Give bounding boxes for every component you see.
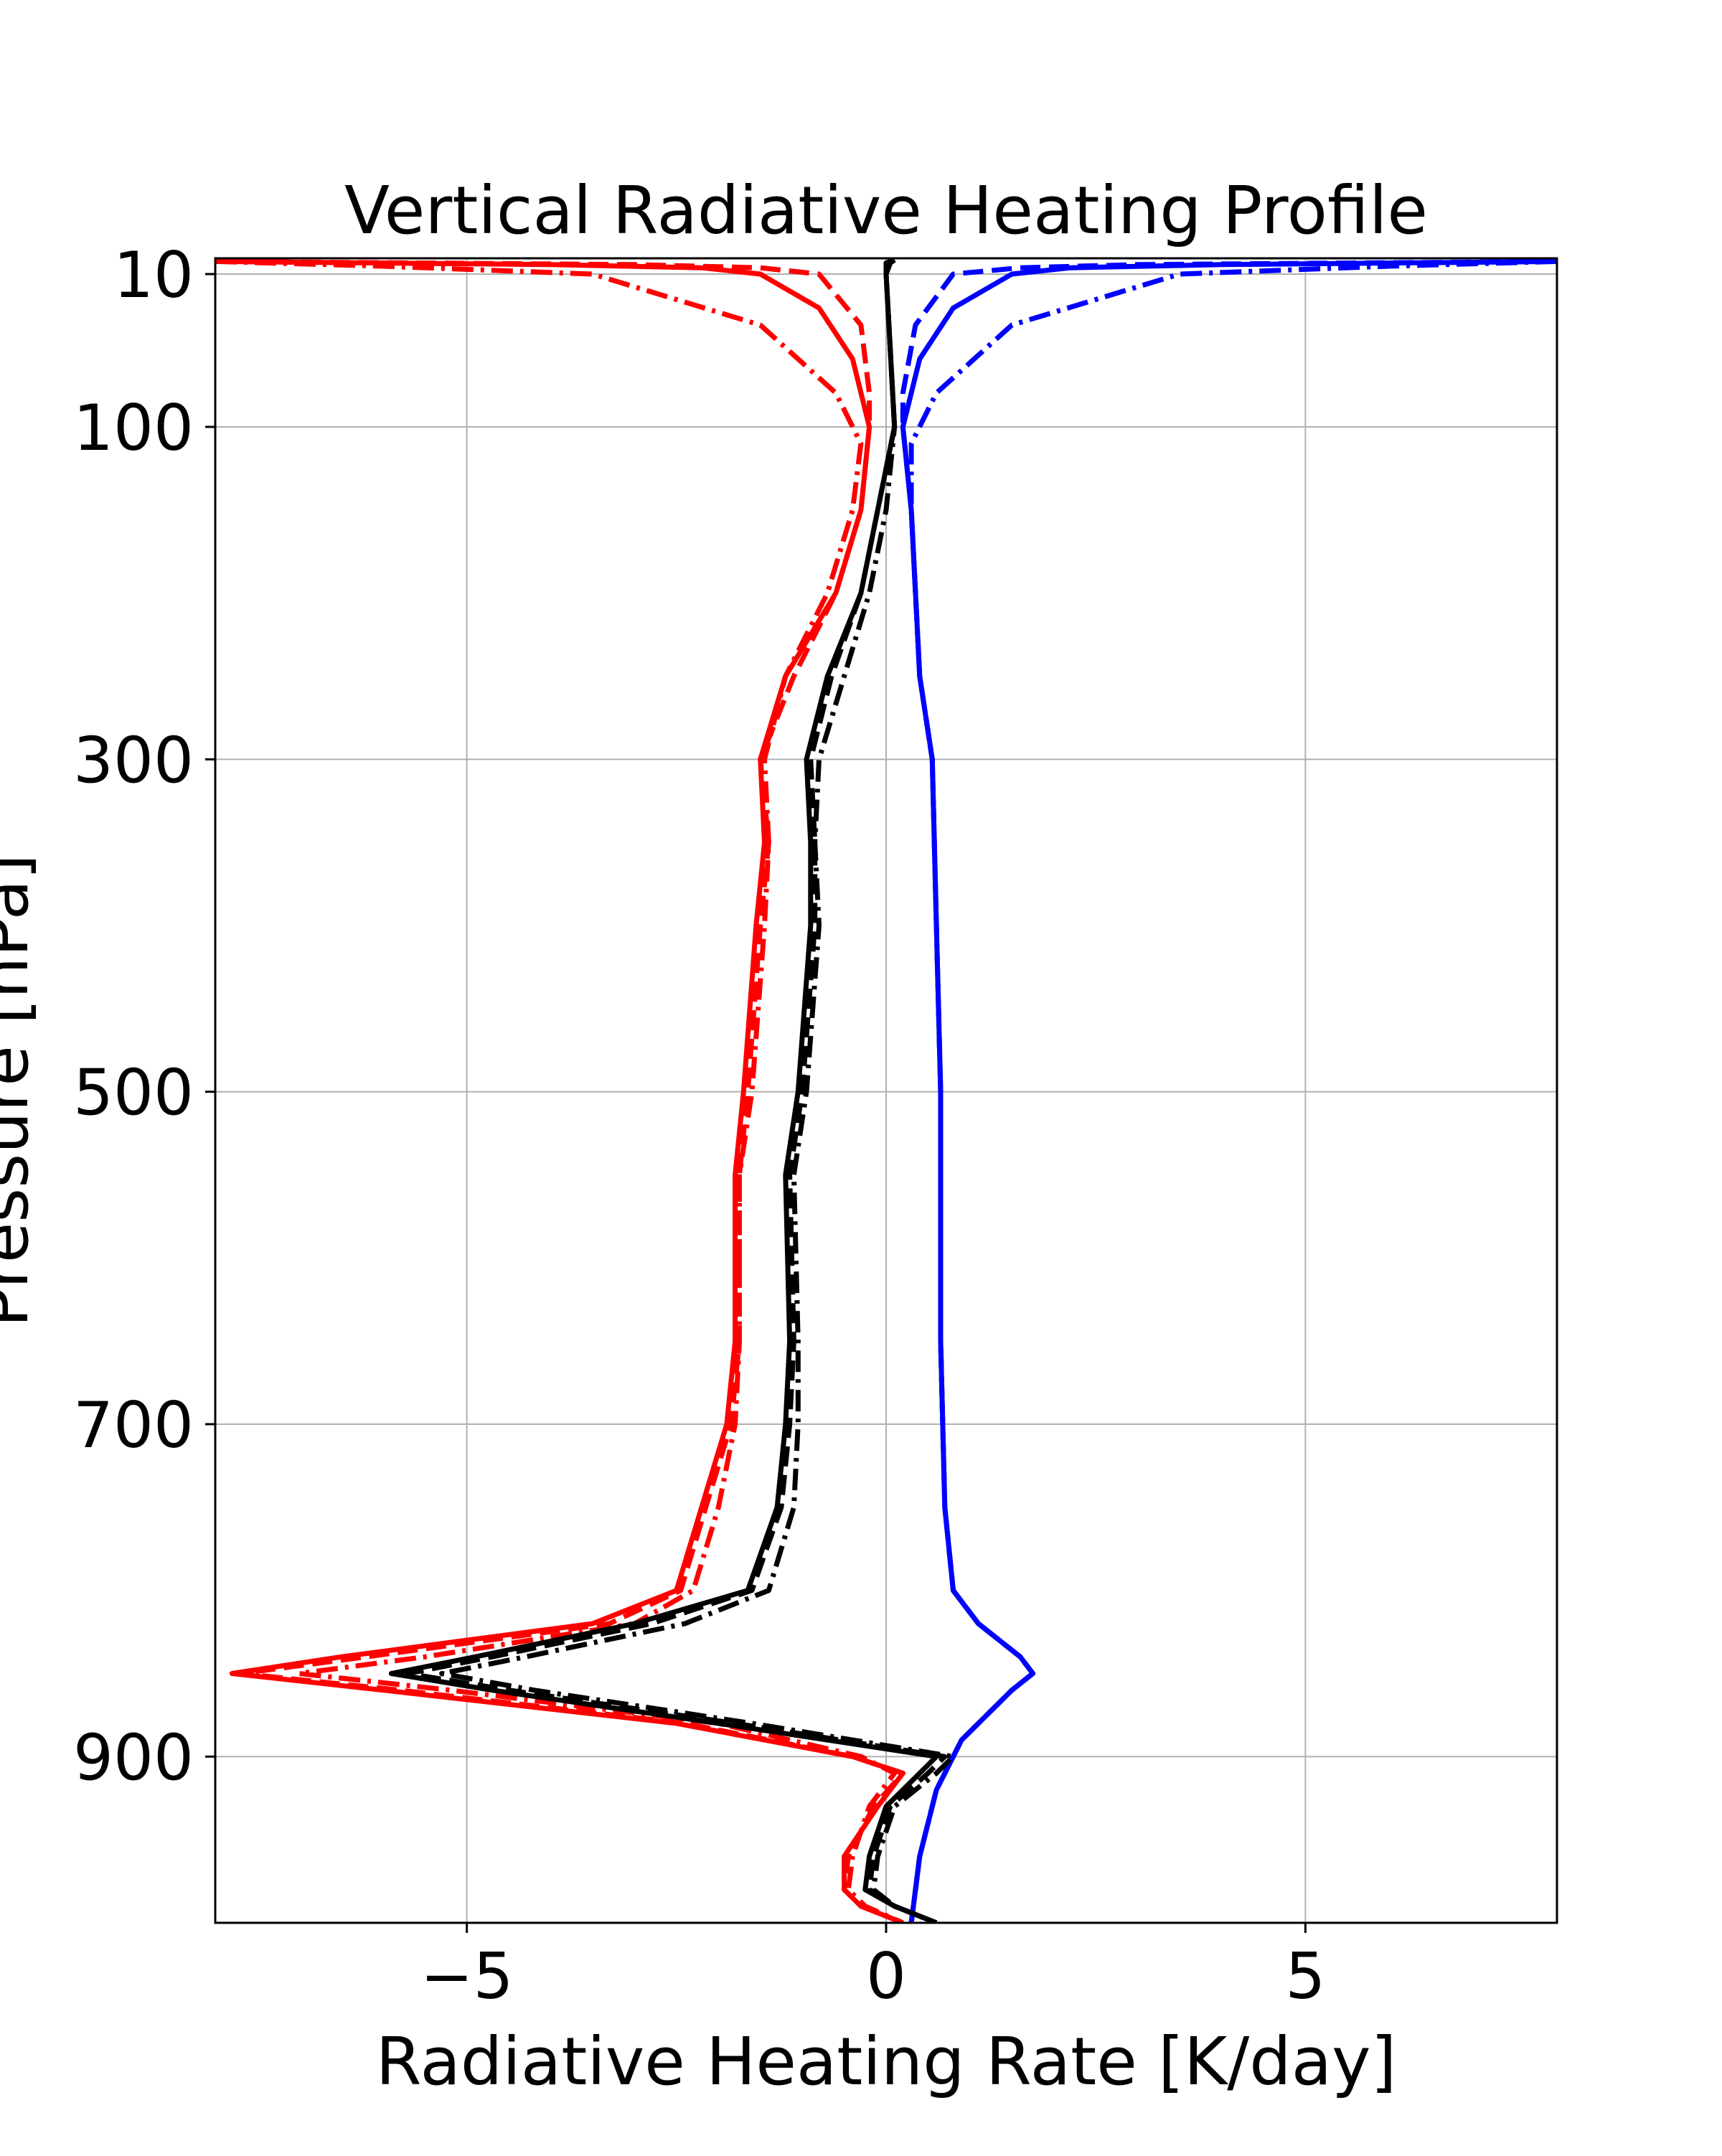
- x-tick-label: −5: [420, 1939, 514, 2013]
- y-tick-label: 300: [73, 723, 194, 797]
- x-axis-ticks: −5 0 5: [420, 1923, 1325, 2013]
- x-tick-label: 5: [1285, 1939, 1325, 2013]
- series-lines: [215, 258, 1557, 1923]
- y-axis-label: Pressure [hPa]: [0, 854, 43, 1327]
- grid-lines: [215, 258, 1557, 1923]
- y-axis-ticks: 10 100 300 500 700 900: [73, 238, 215, 1794]
- y-tick-label: 900: [73, 1720, 194, 1794]
- chart-title: Vertical Radiative Heating Profile: [344, 172, 1428, 249]
- x-tick-label: 0: [866, 1939, 906, 2013]
- y-tick-label: 10: [113, 238, 194, 312]
- series-line-blue-dashdot: [908, 258, 1557, 1923]
- y-tick-label: 100: [73, 391, 194, 465]
- x-axis-label: Radiative Heating Rate [K/day]: [376, 2023, 1397, 2100]
- series-line-black-dashdot: [439, 258, 956, 1923]
- y-tick-label: 700: [73, 1388, 194, 1462]
- y-tick-label: 500: [73, 1056, 194, 1130]
- series-line-red-dashdot: [215, 258, 904, 1923]
- series-line-black-dashed: [405, 258, 948, 1923]
